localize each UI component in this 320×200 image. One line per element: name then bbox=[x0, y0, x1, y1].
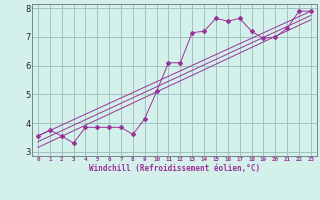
X-axis label: Windchill (Refroidissement éolien,°C): Windchill (Refroidissement éolien,°C) bbox=[89, 164, 260, 173]
